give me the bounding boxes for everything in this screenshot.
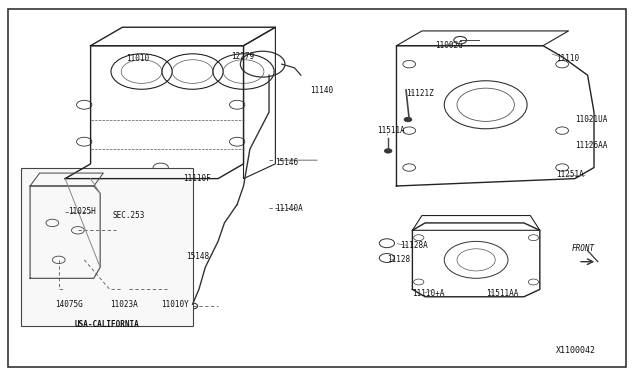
Text: 12279: 12279 [231,52,254,61]
Text: 11110: 11110 [556,54,579,63]
Text: 11110+A: 11110+A [412,289,445,298]
Text: SEC.253: SEC.253 [113,211,145,220]
Text: 11010: 11010 [125,54,148,63]
Text: 15146: 15146 [275,157,298,167]
FancyBboxPatch shape [8,9,626,367]
Text: 11002G: 11002G [435,41,463,50]
Text: 11110F: 11110F [183,174,211,183]
Text: X1100042: X1100042 [556,346,596,355]
Text: 11025H: 11025H [68,207,96,217]
Text: USA-CALIFORNIA: USA-CALIFORNIA [75,320,140,329]
Text: 11140: 11140 [310,86,333,94]
Text: 11010Y: 11010Y [161,300,188,309]
Text: 11511A: 11511A [378,126,405,135]
Text: 11511AA: 11511AA [486,289,518,298]
Text: 11021UA: 11021UA [575,115,607,124]
Text: 11023A: 11023A [109,300,138,309]
Circle shape [385,149,392,153]
Text: 11140A: 11140A [275,203,303,213]
Text: FRONT: FRONT [572,244,595,253]
Text: 14075G: 14075G [56,300,83,309]
Bar [20,167,193,326]
Circle shape [404,117,412,122]
Text: 11128A: 11128A [399,241,428,250]
Text: 11126AA: 11126AA [575,141,607,150]
Text: 15148: 15148 [186,251,209,261]
Text: 11121Z: 11121Z [406,89,434,98]
Text: 11128: 11128 [387,255,410,264]
Text: 11251A: 11251A [556,170,584,179]
